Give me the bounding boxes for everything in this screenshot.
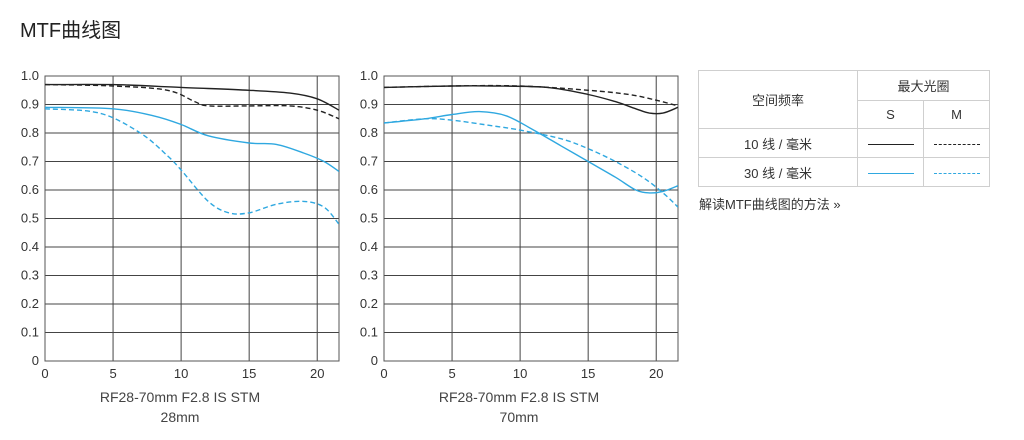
y-tick-label: 0.9: [21, 97, 39, 112]
series-line-30M: [45, 108, 339, 225]
y-tick-label: 0.3: [360, 268, 378, 283]
legend-row-10-label: 10 线 / 毫米: [698, 128, 858, 158]
chart-caption-lens: RF28-70mm F2.8 IS STM: [100, 389, 260, 405]
y-tick-label: 1.0: [360, 68, 378, 83]
y-tick-label: 0.5: [360, 211, 378, 226]
series-line-30S: [45, 106, 339, 173]
legend-line-10-m: [933, 143, 980, 145]
legend-swatch-30-s: [857, 157, 924, 187]
y-tick-label: 0.3: [21, 268, 39, 283]
y-tick-label: 0.2: [21, 296, 39, 311]
y-tick-label: 0: [371, 353, 378, 368]
x-tick-label: 0: [380, 366, 387, 381]
chart-caption-focal: 70mm: [500, 409, 539, 425]
legend-line-30-m: [933, 172, 980, 174]
page-title: MTF曲线图: [20, 20, 122, 42]
y-tick-label: 0.7: [21, 154, 39, 169]
x-tick-label: 20: [310, 366, 324, 381]
legend-swatch-10-s: [857, 128, 924, 158]
y-tick-label: 0.5: [21, 211, 39, 226]
plot-frame: [44, 75, 340, 362]
legend-table: 空间频率 最大光圈 S M 10 线 / 毫米 30 线 / 毫米: [698, 70, 990, 187]
x-tick-label: 5: [109, 366, 116, 381]
series-line-30S: [384, 110, 678, 194]
y-tick-label: 0.6: [360, 182, 378, 197]
chart-caption-focal: 28mm: [161, 409, 200, 425]
mtf-chart-1: 0 0.1 0.2 0.3 0.4 0.5 0.6 0.7 0.8 0.9 1.0 0 5 10 15 20 R…: [21, 68, 340, 425]
y-tick-label: 0.1: [21, 325, 39, 340]
mtf-help-link[interactable]: 解读MTF曲线图的方法 »: [699, 197, 841, 212]
y-tick-label: 0.2: [360, 296, 378, 311]
legend-spatial-frequency-header: 空间频率: [698, 70, 858, 129]
y-tick-label: 1.0: [21, 68, 39, 83]
x-tick-label: 15: [581, 366, 595, 381]
y-tick-label: 0: [32, 353, 39, 368]
series-line-30M: [384, 117, 678, 208]
y-tick-label: 0.8: [360, 125, 378, 140]
x-tick-label: 0: [41, 366, 48, 381]
legend-line-10-s: [867, 143, 914, 145]
y-tick-label: 0.7: [360, 154, 378, 169]
chart-caption-lens: RF28-70mm F2.8 IS STM: [439, 389, 599, 405]
series-line-10M: [45, 83, 339, 120]
series-line-10S: [45, 83, 339, 111]
plot-frame: [383, 75, 679, 362]
legend-line-30-s: [867, 172, 914, 174]
y-tick-label: 0.9: [360, 97, 378, 112]
legend-swatch-30-m: [923, 157, 990, 187]
x-tick-label: 10: [174, 366, 188, 381]
x-tick-label: 10: [513, 366, 527, 381]
mtf-chart-2: 0 0.1 0.2 0.3 0.4 0.5 0.6 0.7 0.8 0.9 1.0 0 5 10 15 20 R…: [360, 68, 679, 425]
x-tick-label: 5: [448, 366, 455, 381]
legend-row-30-label: 30 线 / 毫米: [698, 157, 858, 187]
legend-swatch-10-m: [923, 128, 990, 158]
series-line-10S: [384, 85, 678, 115]
legend-col-s: S: [857, 100, 924, 129]
y-tick-label: 0.8: [21, 125, 39, 140]
x-tick-label: 20: [649, 366, 663, 381]
x-tick-label: 15: [242, 366, 256, 381]
y-tick-label: 0.6: [21, 182, 39, 197]
y-tick-label: 0.1: [360, 325, 378, 340]
series-line-10M: [384, 84, 678, 107]
y-tick-label: 0.4: [21, 239, 39, 254]
legend-col-m: M: [923, 100, 990, 129]
y-tick-label: 0.4: [360, 239, 378, 254]
legend-aperture-header: 最大光圈: [857, 70, 990, 101]
